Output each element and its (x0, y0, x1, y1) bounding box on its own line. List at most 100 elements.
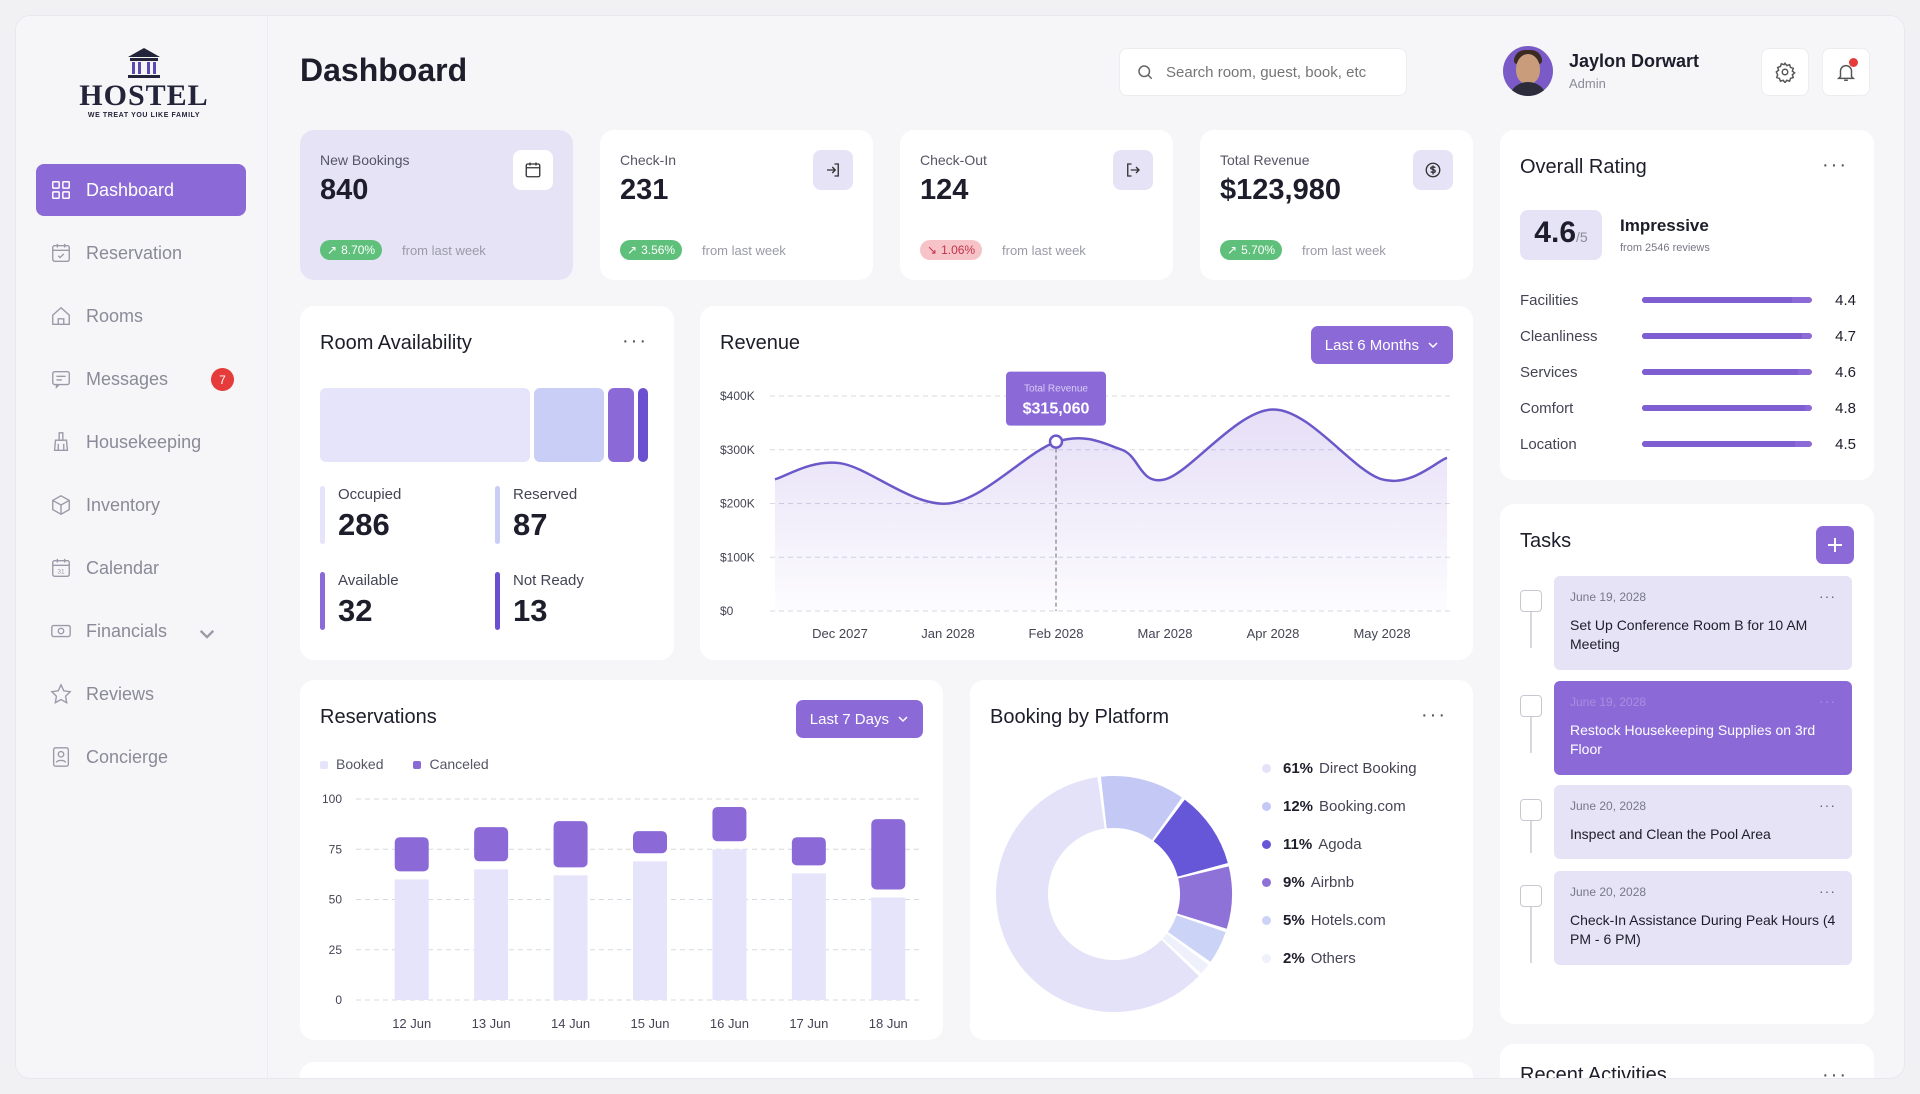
sidebar-item-rooms[interactable]: Rooms (36, 290, 246, 342)
bar-canceled[interactable] (474, 827, 509, 862)
bar-canceled[interactable] (791, 837, 826, 866)
donut-slice-agoda[interactable] (1153, 799, 1228, 877)
logout-icon (1127, 163, 1140, 177)
search-input[interactable] (1166, 63, 1386, 81)
donut-slice-direct-booking[interactable] (996, 777, 1199, 1012)
bar-booked[interactable] (791, 873, 826, 1000)
platform-name: Airbnb (1310, 874, 1355, 891)
rating-bar-fill (1642, 405, 1806, 411)
availability-segment-available (608, 388, 634, 462)
task-item[interactable]: June 19, 2028 Set Up Conference Room B f… (1554, 576, 1852, 670)
svg-text:31: 31 (57, 569, 65, 576)
legend-item-canceled: Canceled (413, 756, 489, 772)
search-bar[interactable] (1119, 48, 1407, 96)
stat-value: $123,980 (1220, 174, 1341, 206)
calendar-icon: 31 (52, 558, 70, 577)
recent-activities-card: Recent Activities ··· (1500, 1044, 1874, 1078)
stat-change-badge: ↗ 5.70% (1220, 240, 1283, 260)
task-item[interactable]: June 20, 2028 Inspect and Clean the Pool… (1554, 785, 1852, 859)
donut-slice-others[interactable] (1162, 933, 1209, 974)
donut-slice-hotels-com[interactable] (1167, 915, 1226, 962)
stat-card-new-bookings[interactable]: New Bookings 840 ↗ 8.70% from last week (300, 130, 573, 280)
more-options-icon[interactable]: ··· (622, 330, 648, 352)
stat-card-check-out[interactable]: Check-Out 124 ↘ 1.06% from last week (900, 130, 1173, 280)
rating-row: Location 4.5 (1520, 434, 1856, 454)
task-item[interactable]: June 20, 2028 Check-In Assistance During… (1554, 871, 1852, 965)
chevron-down-icon (1428, 342, 1438, 349)
card-title: Overall Rating (1520, 156, 1647, 178)
task-checkbox[interactable] (1520, 799, 1542, 821)
sidebar-item-concierge[interactable]: Concierge (36, 731, 246, 783)
rating-bar-fill (1642, 333, 1802, 339)
bar-booked[interactable] (394, 879, 429, 1000)
card-title: Recent Activities (1520, 1064, 1667, 1078)
booking-platform-donut (996, 776, 1232, 1012)
rating-score-box: 4.6 /5 (1520, 210, 1602, 260)
more-options-icon[interactable]: ··· (1421, 704, 1447, 726)
more-options-icon[interactable]: ··· (1819, 588, 1836, 604)
x-tick-label: Feb 2028 (1029, 626, 1084, 641)
more-options-icon[interactable]: ··· (1819, 797, 1836, 813)
platform-percent: 9% (1283, 874, 1305, 891)
page-title: Dashboard (300, 52, 468, 88)
platform-percent: 11% (1283, 836, 1313, 853)
bar-canceled[interactable] (394, 837, 429, 872)
highlight-point[interactable] (1048, 434, 1064, 449)
donut-slice-booking-com[interactable] (1100, 776, 1182, 841)
search-icon (1138, 65, 1153, 80)
x-tick-label: 18 Jun (869, 1016, 908, 1031)
sidebar-item-financials[interactable]: Financials (36, 605, 246, 657)
bar-canceled[interactable] (712, 807, 747, 842)
rating-value: 4.7 (1835, 327, 1856, 345)
bar-canceled[interactable] (871, 819, 906, 890)
bar-booked[interactable] (633, 861, 667, 1000)
more-options-icon[interactable]: ··· (1819, 883, 1836, 899)
bar-booked[interactable] (474, 869, 509, 1000)
avatar (1503, 46, 1553, 96)
bar-canceled[interactable] (553, 821, 588, 868)
task-item[interactable]: June 19, 2028 Restock Housekeeping Suppl… (1554, 681, 1852, 775)
rating-row: Services 4.6 (1520, 362, 1856, 382)
task-date: June 20, 2028 (1570, 799, 1647, 813)
rating-bar-fill (1642, 441, 1795, 447)
stat-card-check-in[interactable]: Check-In 231 ↗ 3.56% from last week (600, 130, 873, 280)
more-options-icon[interactable]: ··· (1822, 1064, 1848, 1078)
stat-card-total-revenue[interactable]: Total Revenue $123,980 ↗ 5.70% from last … (1200, 130, 1473, 280)
task-checkbox[interactable] (1520, 885, 1542, 907)
sidebar-item-housekeeping[interactable]: Housekeeping (36, 416, 246, 468)
platform-percent: 61% (1283, 760, 1314, 777)
brand-logo[interactable]: HOSTEL WE TREAT YOU LIKE FAMILY (76, 46, 212, 119)
sidebar-item-messages[interactable]: Messages 7 (36, 353, 246, 405)
platform-legend-item: 61% Direct Booking (1262, 760, 1417, 777)
sidebar-item-calendar[interactable]: 31 Calendar (36, 542, 246, 594)
revenue-period-dropdown[interactable]: Last 6 Months (1310, 326, 1453, 364)
sidebar-item-inventory[interactable]: Inventory (36, 479, 246, 531)
login-icon (827, 163, 839, 177)
broom-icon (53, 432, 69, 451)
task-checkbox[interactable] (1520, 590, 1542, 612)
platform-legend-item: 5% Hotels.com (1262, 912, 1386, 929)
task-checkbox[interactable] (1520, 695, 1542, 717)
sidebar-item-dashboard[interactable]: Dashboard (36, 164, 246, 216)
sidebar-item-reviews[interactable]: Reviews (36, 668, 246, 720)
bar-booked[interactable] (712, 849, 747, 1000)
chevron-down-icon[interactable] (196, 623, 218, 645)
rating-bar-track (1642, 405, 1812, 411)
sidebar-item-reservation[interactable]: Reservation (36, 227, 246, 279)
notifications-button[interactable] (1822, 48, 1870, 96)
settings-button[interactable] (1761, 48, 1809, 96)
availability-segment-occupied (320, 388, 530, 462)
stat-value: 124 (920, 174, 969, 206)
user-profile[interactable]: Jaylon Dorwart Admin (1503, 46, 1699, 96)
bar-booked[interactable] (871, 897, 906, 1000)
bar-booked[interactable] (553, 875, 588, 1000)
more-options-icon[interactable]: ··· (1822, 154, 1848, 176)
reservations-period-dropdown[interactable]: Last 7 Days (795, 700, 923, 738)
donut-slice-airbnb[interactable] (1177, 866, 1232, 929)
more-options-icon[interactable]: ··· (1819, 693, 1836, 709)
rating-row: Facilities 4.4 (1520, 290, 1856, 310)
add-task-button[interactable] (1816, 526, 1854, 564)
platform-percent: 2% (1283, 950, 1305, 967)
home-icon (52, 306, 70, 325)
bar-canceled[interactable] (633, 831, 667, 854)
